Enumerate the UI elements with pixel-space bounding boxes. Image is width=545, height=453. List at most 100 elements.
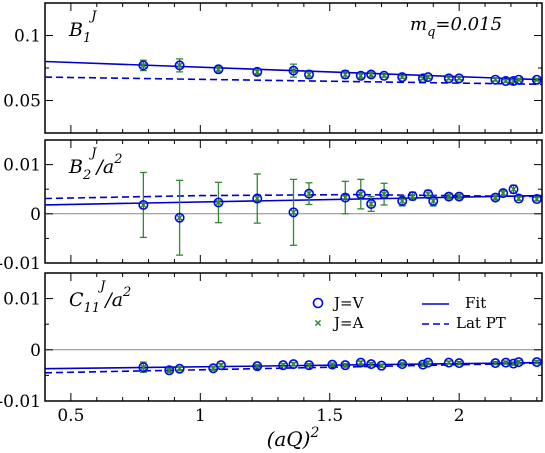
ja-marker (290, 209, 297, 216)
panel-C11: -0.01 0 0.01 C11 J/a2 (0, 272, 543, 412)
ja-marker (254, 195, 261, 202)
annotation-main: m (410, 14, 427, 35)
data-point (355, 70, 366, 81)
jv-marker (423, 357, 434, 368)
jv-marker (216, 360, 227, 371)
data-point (443, 73, 454, 84)
data-point (379, 70, 390, 81)
ja-marker (342, 194, 349, 201)
jv-marker (252, 193, 263, 204)
panel-label: B2J/a2 (68, 146, 122, 183)
ja-marker (445, 359, 452, 366)
y-tick-label: 0.01 (3, 290, 41, 310)
jv-marker (288, 359, 299, 370)
data-point (213, 64, 224, 75)
legend: J=V J=A Fit Lat PT (312, 294, 506, 332)
data-point (379, 182, 390, 206)
jv-marker (366, 69, 377, 80)
ja-marker (210, 365, 217, 372)
jv-marker (379, 70, 390, 81)
data-point (423, 72, 434, 83)
ja-marker (399, 197, 406, 205)
ja-marker (329, 361, 336, 368)
data-point (454, 73, 465, 84)
data-point (164, 365, 175, 376)
ja-marker (357, 190, 364, 198)
x-axis-label-sup: 2 (310, 425, 320, 441)
panel-annotation: mq=0.015 (410, 14, 502, 40)
panel-label-main: B (68, 156, 83, 178)
ja-marker (456, 193, 463, 200)
jv-marker (174, 363, 185, 374)
ja-marker (399, 361, 406, 368)
jv-marker (513, 74, 524, 85)
ja-marker (166, 367, 173, 374)
panel-frame (44, 139, 543, 264)
ja-marker (305, 362, 313, 369)
panel-label-sup: J (88, 146, 97, 161)
jv-marker (138, 60, 149, 71)
ja-marker (380, 190, 388, 198)
jv-marker (288, 207, 299, 218)
data-point (366, 195, 377, 212)
latpt-line (44, 76, 543, 86)
ja-marker (515, 76, 522, 83)
data-point (531, 74, 542, 85)
data-point (366, 69, 377, 80)
jv-marker (327, 359, 338, 370)
jv-marker (454, 191, 465, 202)
jv-marker (138, 362, 149, 373)
ja-marker (140, 364, 147, 371)
latpt-line (44, 193, 543, 200)
data-point (513, 193, 524, 204)
ja-marker (502, 359, 509, 366)
legend-jv-label: J=V (332, 294, 365, 312)
jv-marker (340, 360, 351, 371)
x-axis-label: (aQ)2 (267, 425, 320, 451)
ja-marker (357, 359, 364, 366)
data-point (252, 361, 263, 372)
data-point (355, 357, 366, 368)
data-point (508, 184, 519, 195)
legend-latpt-label: Lat PT (456, 314, 506, 332)
ja-marker (215, 199, 222, 206)
data-point (423, 357, 434, 368)
panel-label: C11 J/a2 (69, 279, 131, 316)
jv-marker (340, 69, 351, 80)
data-point (454, 358, 465, 369)
data-point (340, 69, 351, 80)
data-point (407, 191, 418, 202)
y-tick-label: 0.01 (3, 156, 41, 176)
jv-marker (397, 72, 408, 83)
jv-marker (164, 365, 175, 376)
legend-ja-marker (314, 319, 322, 327)
data-point (340, 360, 351, 371)
y-tick-label: -0.01 (0, 254, 41, 274)
ja-marker (424, 359, 432, 366)
ja-marker (280, 362, 287, 369)
annotation-sub: q (427, 25, 435, 40)
jv-marker (138, 199, 149, 210)
jv-marker (490, 74, 501, 85)
legend-jv-marker (312, 297, 324, 309)
ja-marker (492, 76, 499, 83)
data-point (513, 357, 524, 368)
jv-marker (366, 198, 377, 209)
jv-marker (428, 196, 439, 207)
x-tick-label: 1 (195, 406, 206, 426)
ja-marker (290, 361, 297, 368)
y-tick-label: -0.01 (0, 392, 41, 412)
jv-marker (288, 65, 299, 76)
annotation-suffix: =0.015 (435, 14, 502, 35)
jv-marker (443, 357, 454, 368)
ja-marker (456, 359, 463, 367)
panel-label-main: C (69, 289, 84, 311)
panel-label-suffix: /a (103, 289, 123, 311)
jv-marker (407, 191, 418, 202)
jv-marker (513, 193, 524, 204)
data-point (138, 59, 149, 72)
jv-marker (355, 357, 366, 368)
ja-marker (378, 362, 385, 369)
